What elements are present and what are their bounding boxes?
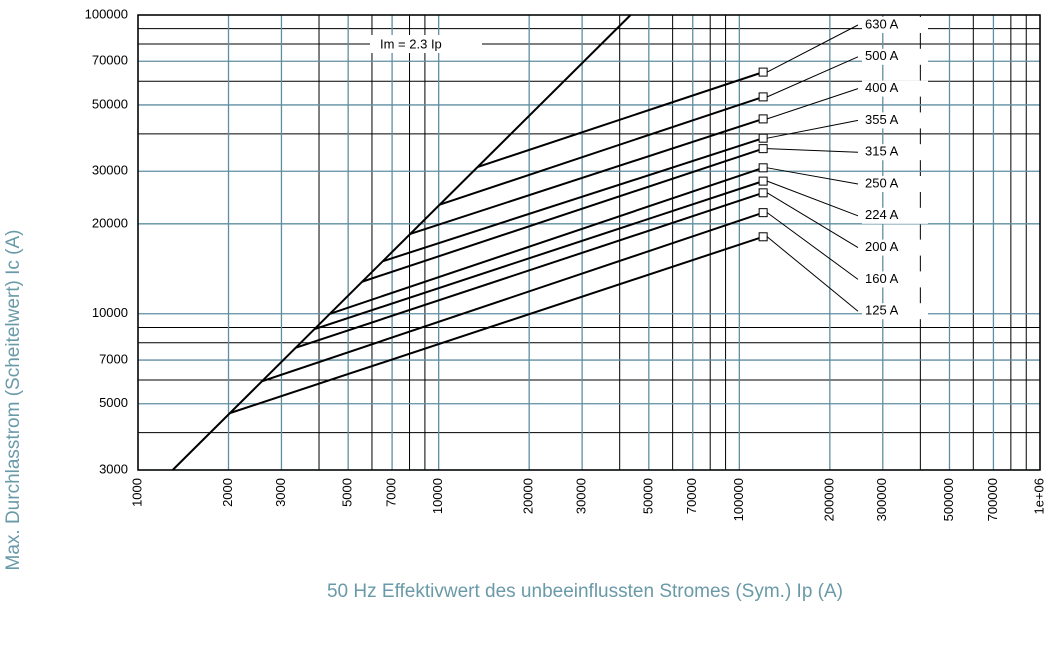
leader-line [767,119,859,139]
x-tick-label: 30000 [574,478,589,514]
end-marker [758,163,768,173]
y-tick-label: 7000 [99,351,128,366]
x-tick-label: 200000 [821,478,836,521]
end-marker [758,114,768,124]
annotation: Im = 2.3 Ip [380,36,442,51]
leader-line [766,236,859,312]
legend-label: 315 A [865,144,899,159]
y-tick-label: 5000 [99,395,128,410]
x-axis-title: 50 Hz Effektivwert des unbeeinflussten S… [327,581,843,602]
end-marker [758,133,768,143]
legend-bg [862,303,928,320]
reference-line [171,14,632,471]
end-marker [758,208,768,218]
line [361,147,764,283]
legend-label: 160 A [865,271,899,286]
x-tick-label: 50000 [640,478,655,514]
line [314,180,764,330]
legend-label: 500 A [865,48,899,63]
x-tick-label: 1e+06 [1031,478,1046,515]
end-marker [758,92,768,102]
line [229,235,764,415]
legend-label: 200 A [865,239,899,254]
x-tick-label: 300000 [874,478,889,521]
y-axis-title: Max. Durchlasstrom (Scheitelwert) Ic (A) [3,229,24,570]
line [382,137,764,263]
x-tick-label: 100000 [731,478,746,521]
end-marker [758,188,768,198]
legend-label: 400 A [865,80,899,95]
end-marker [758,232,768,242]
end-marker [758,176,768,186]
leader-line [767,167,859,185]
x-tick-label: 10000 [430,478,445,514]
legend-label: 355 A [865,112,899,127]
end-marker [758,67,768,77]
line [439,95,764,206]
legend-bg [862,271,928,288]
legend-bg [862,176,928,192]
y-tick-label: 3000 [99,461,128,476]
legend-bg [862,207,928,224]
x-tick-label: 500000 [941,478,956,521]
line [409,117,764,235]
plot-frame [137,14,1041,471]
leader-line [767,148,859,153]
leader-line [766,24,859,73]
x-tick-label: 5000 [340,478,355,507]
x-tick-label: 700000 [985,478,1000,521]
x-tick-label: 70000 [684,478,699,514]
y-tick-label: 20000 [92,215,128,230]
x-tick-label: 3000 [273,478,288,507]
y-tick-label: 100000 [85,6,128,21]
legend-label: 630 A [865,16,899,31]
x-tick-label: 1000 [129,478,144,507]
legend-bg [862,239,928,256]
annotation-bg [370,35,482,53]
legend-bg [862,144,928,161]
legend-bg [862,17,928,33]
line [477,71,764,168]
legend-bg [862,48,928,65]
legend-bg [862,112,928,129]
legend-bg [862,80,928,97]
x-tick-label: 7000 [384,478,399,507]
y-tick-label: 30000 [92,163,128,178]
legend-label: 125 A [865,303,899,318]
y-tick-label: 50000 [92,96,128,111]
leader-line [766,212,859,280]
y-tick-label: 10000 [92,305,128,320]
y-tick-label: 70000 [92,53,128,68]
leader-line [766,88,859,120]
x-tick-label: 2000 [220,478,235,507]
leader-line [766,56,859,98]
end-marker [758,144,768,154]
line [329,166,764,315]
line [295,191,764,349]
leader-line [766,192,859,249]
line [261,211,764,383]
legend-label: 224 A [865,207,899,222]
legend-label: 250 A [865,175,899,190]
leader-line [766,180,859,217]
x-tick-label: 20000 [521,478,536,514]
